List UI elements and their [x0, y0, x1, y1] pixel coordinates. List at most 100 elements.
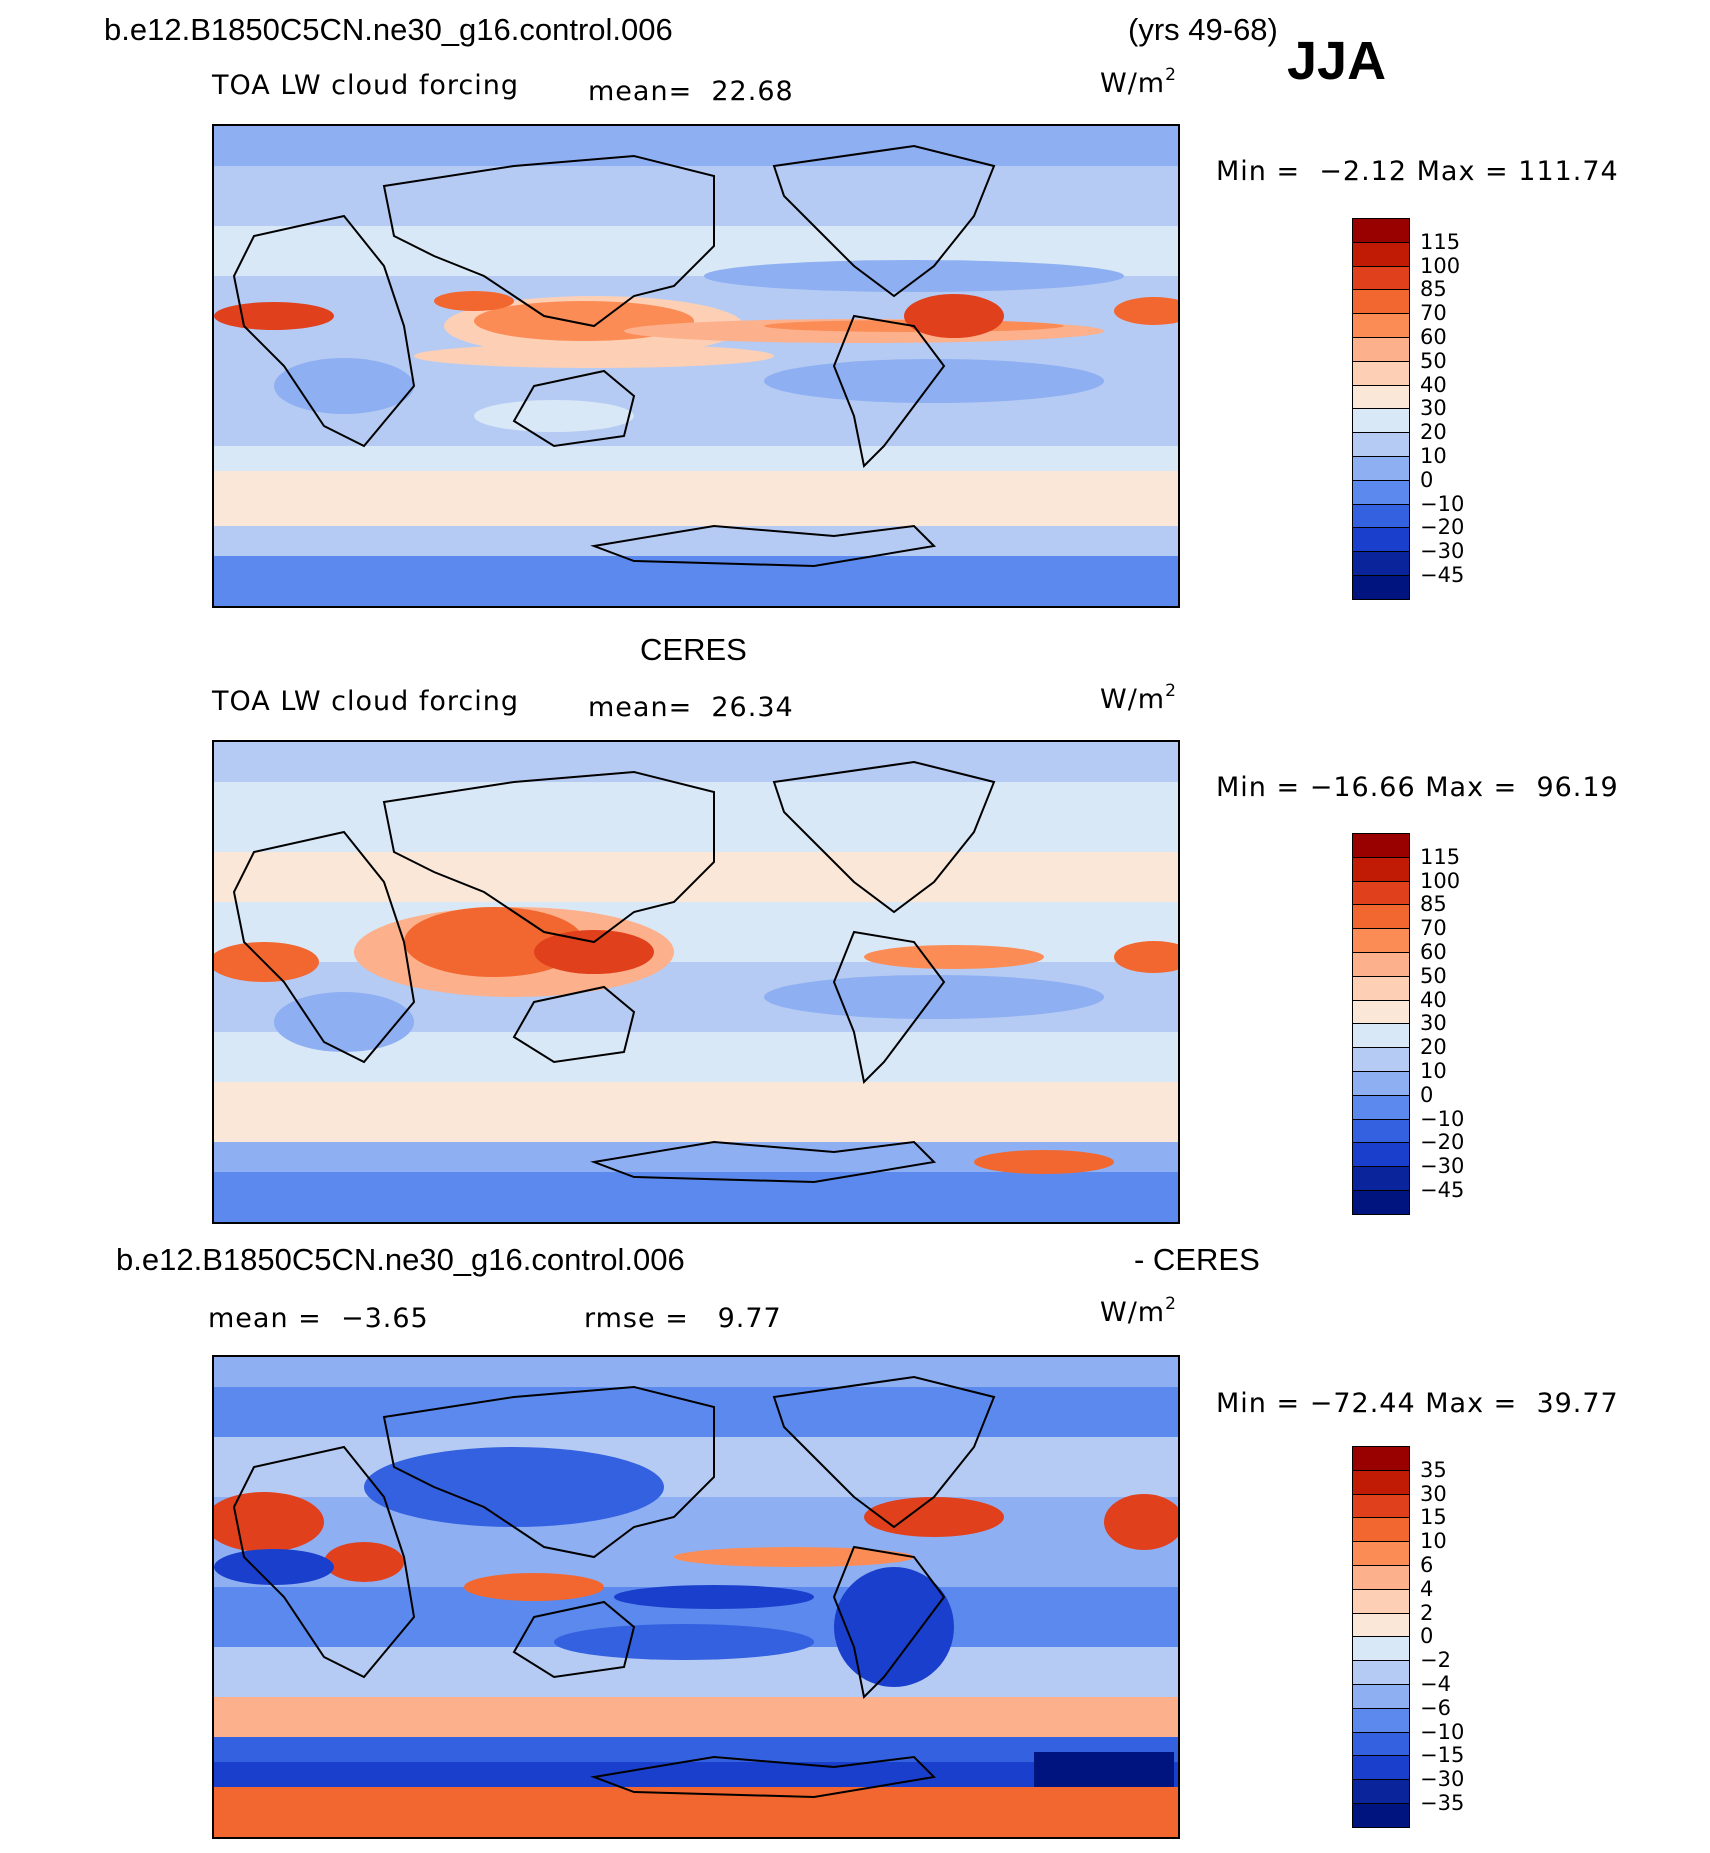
colorbar-cell — [1352, 480, 1410, 505]
feature — [474, 400, 634, 432]
coast-antarctica — [590, 524, 937, 568]
panel2-mean-label: mean= — [588, 692, 693, 723]
colorbar-cell — [1352, 1589, 1410, 1614]
band — [214, 556, 1178, 606]
colorbar-tick-label: 70 — [1420, 301, 1447, 326]
colorbar-tick-label: −35 — [1420, 1791, 1465, 1815]
colorbar-cell — [1352, 1684, 1410, 1709]
colorbar-cell — [1352, 1048, 1410, 1072]
colorbar-tick-label: 4 — [1420, 1576, 1434, 1601]
band — [214, 1082, 1178, 1142]
band — [214, 742, 1178, 782]
colorbar-tick-label: 6 — [1420, 1553, 1434, 1577]
feature — [764, 359, 1104, 403]
colorbar-cell — [1352, 1756, 1410, 1781]
band — [214, 1172, 1178, 1222]
colorbar-tick-label: −30 — [1420, 1154, 1465, 1179]
colorbar-cell — [1352, 1661, 1410, 1685]
panel1-max-label: Max = — [1416, 156, 1509, 187]
coast-north-america — [772, 1375, 996, 1529]
colorbar-cell — [1352, 1518, 1410, 1543]
feature — [904, 294, 1004, 338]
colorbar-cell — [1352, 552, 1410, 576]
colorbar-tick-label: 50 — [1420, 348, 1447, 373]
colorbar-cell — [1352, 266, 1410, 291]
colorbar-tick-label: 115 — [1420, 229, 1461, 254]
coast-asia — [382, 154, 715, 328]
colorbar-cell — [1352, 337, 1410, 362]
band — [214, 126, 1178, 166]
coast-australia — [512, 369, 636, 448]
panel2-max-value: 96.19 — [1536, 772, 1619, 803]
panel1-map-svg — [214, 126, 1178, 606]
feature — [414, 344, 774, 368]
colorbar-tick-label: 0 — [1420, 467, 1434, 492]
colorbar-cell — [1352, 1024, 1410, 1049]
panel2-minmax: Min = −16.66 Max = 96.19 — [1216, 772, 1619, 803]
feature — [674, 1547, 914, 1567]
colorbar-tick-label: −6 — [1420, 1695, 1451, 1720]
coast-south-america — [832, 314, 946, 469]
colorbar-tick-label: 60 — [1420, 325, 1447, 349]
feature — [834, 1567, 954, 1687]
panel2-title: CERES — [640, 632, 747, 667]
panel3-units: W/m2 — [1100, 1294, 1177, 1328]
band — [214, 782, 1178, 852]
colorbar-cell — [1352, 218, 1410, 243]
colorbar-tick-label: 2 — [1420, 1600, 1434, 1625]
colorbar-cell — [1352, 409, 1410, 434]
panel3-rmse-label: rmse = — [584, 1303, 689, 1334]
colorbar-tick-label: 10 — [1420, 444, 1447, 468]
feature — [214, 302, 334, 330]
colorbar-cell — [1352, 1494, 1410, 1519]
feature — [434, 291, 514, 311]
colorbar-cell — [1352, 433, 1410, 457]
colorbar-tick-label: −30 — [1420, 539, 1465, 564]
band — [214, 471, 1178, 526]
colorbar-cell — [1352, 1190, 1410, 1215]
band — [214, 1762, 1178, 1787]
colorbar-cell — [1352, 952, 1410, 977]
panel3-rmse-value: 9.77 — [717, 1303, 782, 1334]
colorbar-tick-label: 35 — [1420, 1457, 1447, 1482]
panel2-map-svg — [214, 742, 1178, 1222]
panel1-colorbar — [1352, 218, 1410, 600]
panel3-minmax: Min = −72.44 Max = 39.77 — [1216, 1388, 1619, 1419]
colorbar-cell — [1352, 1565, 1410, 1590]
feature — [864, 1497, 1004, 1537]
panel3-colorbar — [1352, 1446, 1410, 1828]
panel1-min-label: Min = — [1216, 156, 1301, 187]
panel3-mean-label: mean = — [208, 1303, 322, 1334]
colorbar-tick-label: 85 — [1420, 277, 1447, 302]
colorbar-cell — [1352, 242, 1410, 267]
coast-africa-europe — [232, 830, 416, 1064]
colorbar-cell — [1352, 976, 1410, 1001]
colorbar-cell — [1352, 1803, 1410, 1828]
colorbar-cell — [1352, 1613, 1410, 1638]
coast-australia — [512, 985, 636, 1064]
colorbar-tick-label: −30 — [1420, 1767, 1465, 1792]
case-name-title: b.e12.B1850C5CN.ne30_g16.control.006 — [104, 12, 673, 47]
panel3-title-left: b.e12.B1850C5CN.ne30_g16.control.006 — [116, 1242, 685, 1277]
panel3-units-exp: 2 — [1165, 1294, 1177, 1314]
band — [214, 1437, 1178, 1497]
feature — [1114, 297, 1178, 325]
feature — [974, 1150, 1114, 1174]
colorbar-tick-label: 10 — [1420, 1059, 1447, 1083]
band — [214, 1787, 1178, 1837]
season-label: JJA — [1287, 31, 1387, 91]
feature — [364, 1447, 664, 1527]
coast-asia — [382, 1385, 715, 1559]
band — [214, 1387, 1178, 1437]
coast-asia — [382, 770, 715, 944]
band — [214, 852, 1178, 902]
feature — [214, 1492, 324, 1552]
panel1-units-base: W/m — [1100, 68, 1166, 99]
feature — [214, 1549, 334, 1585]
panel2-units-exp: 2 — [1165, 681, 1177, 701]
panel2-map — [212, 740, 1180, 1224]
colorbar-cell — [1352, 1637, 1410, 1662]
colorbar-tick-label: −45 — [1420, 1178, 1465, 1202]
colorbar-tick-label: 50 — [1420, 963, 1447, 988]
feature — [324, 1542, 404, 1582]
